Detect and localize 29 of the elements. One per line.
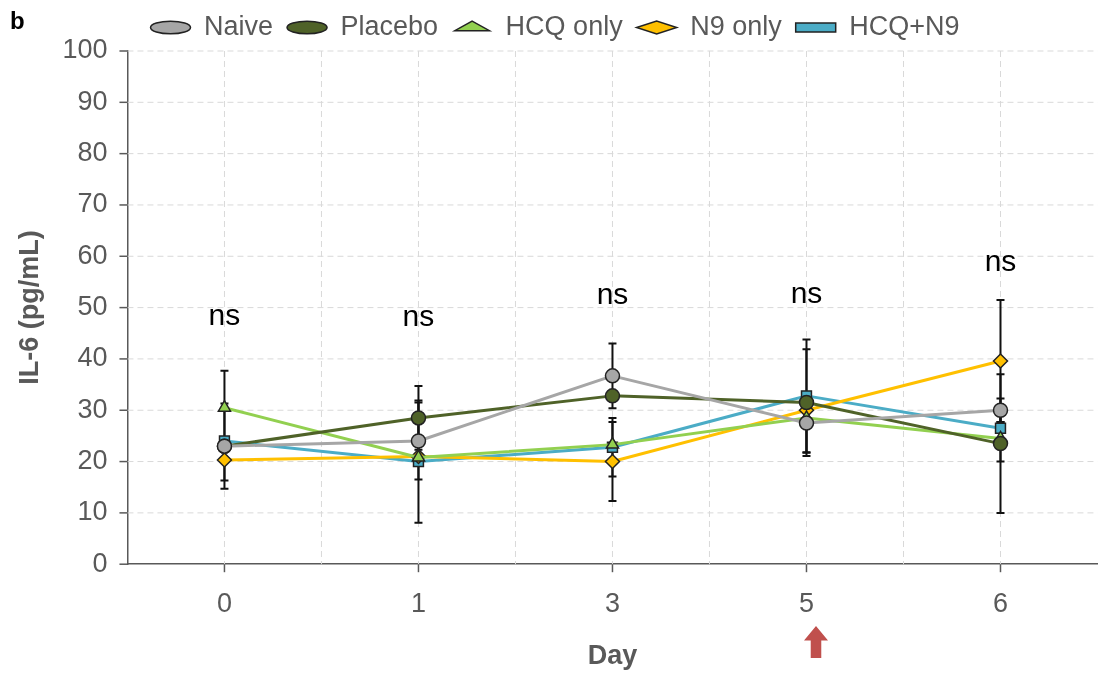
annotation: ns [402,299,435,333]
y-tick-label: 0 [92,547,108,578]
x-tick-label: 0 [216,587,232,618]
y-tick-label: 80 [77,137,108,168]
annotation: ns [790,276,823,310]
y-tick-label: 40 [77,342,108,373]
annotation: ns [208,298,241,332]
text: b [10,6,25,34]
y-tick-label: 10 [77,496,108,527]
y-axis-title: IL-6 (pg/mL) [13,230,44,385]
y-tick-label: 60 [77,239,108,270]
legend-label: Placebo [340,10,439,41]
x-tick-label: 6 [992,587,1009,618]
y-tick-label: 20 [77,445,108,476]
y-tick-label: 90 [77,85,108,116]
legend-label: HCQ+N9 [849,10,960,41]
x-tick-label: 1 [410,587,426,618]
annotation: ns [596,277,629,311]
y-tick-label: 100 [62,34,108,65]
y-tick-label: 70 [77,188,108,219]
x-tick-label: 3 [604,587,620,618]
legend-label: Naive [204,10,274,41]
x-axis-title: Day [587,640,638,671]
x-tick-label: 5 [798,587,814,618]
legend-label: N9 only [690,10,783,41]
y-tick-label: 30 [77,393,108,424]
annotation: ns [984,244,1017,278]
y-tick-label: 50 [77,291,108,322]
legend-label: HCQ only [505,10,624,41]
